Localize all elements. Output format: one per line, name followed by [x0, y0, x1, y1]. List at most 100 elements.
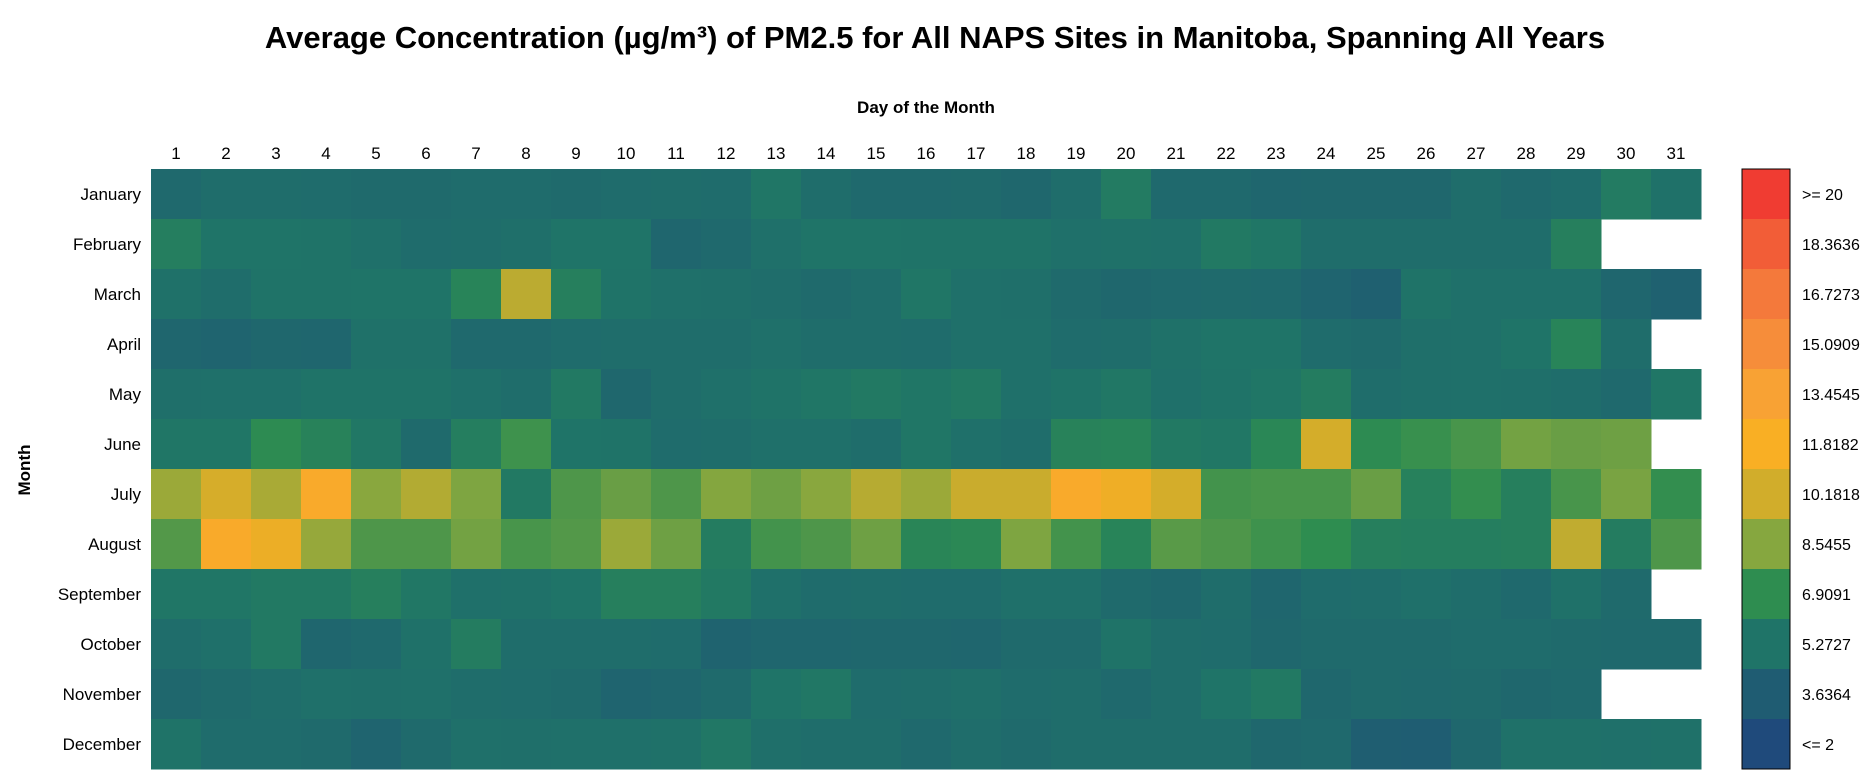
heatmap-cell [1551, 419, 1602, 470]
heatmap-cell [1251, 319, 1302, 370]
heatmap-cell [751, 469, 802, 520]
colorbar-label: 11.8182 [1802, 437, 1859, 454]
heatmap-cell [351, 419, 402, 470]
heatmap-cell [301, 369, 352, 420]
heatmap-cell [1301, 569, 1352, 620]
heatmap-cell [551, 369, 602, 420]
x-tick-label: 15 [867, 144, 886, 163]
heatmap-cell [401, 519, 452, 570]
heatmap-cell [201, 619, 252, 670]
heatmap-cell [1101, 169, 1152, 220]
heatmap-cell [501, 419, 552, 470]
heatmap-cell [801, 519, 852, 570]
heatmap-cell [701, 169, 752, 220]
heatmap-cell [751, 169, 802, 220]
heatmap-cell [301, 319, 352, 370]
heatmap-cell [701, 419, 752, 470]
heatmap-cell [451, 369, 502, 420]
heatmap-cell [351, 569, 402, 620]
heatmap-cell [1451, 519, 1502, 570]
x-tick-label: 18 [1017, 144, 1036, 163]
x-tick-label: 26 [1417, 144, 1436, 163]
heatmap-cell [651, 269, 702, 320]
heatmap-cell [1551, 269, 1602, 320]
heatmap-cell [451, 219, 502, 270]
x-tick-label: 11 [667, 144, 685, 163]
heatmap-cell [1551, 319, 1602, 370]
heatmap-cell [1451, 669, 1502, 720]
x-tick-label: 3 [271, 144, 280, 163]
heatmap-cell [901, 369, 952, 420]
heatmap-cell [651, 419, 702, 470]
heatmap-cell [1501, 319, 1552, 370]
heatmap-cell [1601, 319, 1652, 370]
heatmap-cell [1201, 419, 1252, 470]
heatmap-cell [1501, 519, 1552, 570]
heatmap-cell [201, 719, 252, 770]
heatmap-cell [701, 219, 752, 270]
heatmap-cell [1051, 719, 1102, 770]
heatmap-cell [1051, 619, 1102, 670]
heatmap-cell [501, 569, 552, 620]
x-tick-label: 20 [1117, 144, 1136, 163]
heatmap-cell [901, 219, 952, 270]
colorbar-label: 13.4545 [1802, 387, 1860, 404]
heatmap-cell [1651, 469, 1702, 520]
heatmap-cell [1151, 619, 1202, 670]
heatmap-cell [1351, 519, 1402, 570]
heatmap-cell [901, 169, 952, 220]
heatmap-cell [1651, 719, 1702, 770]
heatmap-cell [1101, 369, 1152, 420]
colorbar-swatch [1742, 569, 1790, 620]
heatmap-cell [151, 369, 202, 420]
heatmap-cell [1551, 169, 1602, 220]
heatmap-cell [501, 469, 552, 520]
heatmap-cell [301, 419, 352, 470]
heatmap-cell [201, 569, 252, 620]
heatmap-cell [951, 269, 1002, 320]
heatmap-cell [251, 469, 302, 520]
heatmap-cell [951, 219, 1002, 270]
heatmap-cell [901, 269, 952, 320]
heatmap-cell [351, 619, 402, 670]
x-tick-label: 22 [1217, 144, 1236, 163]
heatmap-cell [651, 719, 702, 770]
heatmap-cell [1401, 269, 1452, 320]
colorbar-label: 10.1818 [1802, 487, 1860, 504]
heatmap-cell [1601, 619, 1652, 670]
heatmap-cell [1301, 469, 1352, 520]
heatmap-cell [751, 569, 802, 620]
heatmap-cell [901, 719, 952, 770]
heatmap-cell [1151, 569, 1202, 620]
heatmap-cell [401, 319, 452, 370]
heatmap-cell [1501, 469, 1552, 520]
heatmap-cell [1551, 219, 1602, 270]
heatmap-cell [1001, 169, 1052, 220]
heatmap-cell [401, 469, 452, 520]
heatmap-cell [551, 219, 602, 270]
colorbar-swatch [1742, 669, 1790, 720]
heatmap-cell [601, 719, 652, 770]
heatmap-cell [851, 419, 902, 470]
heatmap-cell [1401, 569, 1452, 620]
chart-title: Average Concentration (µg/m³) of PM2.5 f… [265, 20, 1605, 55]
heatmap-cell [751, 419, 802, 470]
heatmap-cell [1151, 669, 1202, 720]
heatmap-cell [901, 669, 952, 720]
heatmap-cell [1251, 669, 1302, 720]
heatmap-cell [151, 419, 202, 470]
heatmap-cell [501, 369, 552, 420]
heatmap-cell [951, 619, 1002, 670]
heatmap-cell [401, 269, 452, 320]
heatmap-cell [1301, 719, 1352, 770]
heatmap-cell [701, 369, 752, 420]
colorbar-border [1741, 168, 1791, 770]
heatmap-cell [1301, 319, 1352, 370]
heatmap-cell [551, 269, 602, 320]
x-tick-label: 31 [1667, 144, 1686, 163]
heatmap-cell [1401, 719, 1452, 770]
heatmap-cell [801, 469, 852, 520]
heatmap-cell [1601, 719, 1652, 770]
heatmap-cell [1451, 169, 1502, 220]
heatmap-cell [1151, 269, 1202, 320]
